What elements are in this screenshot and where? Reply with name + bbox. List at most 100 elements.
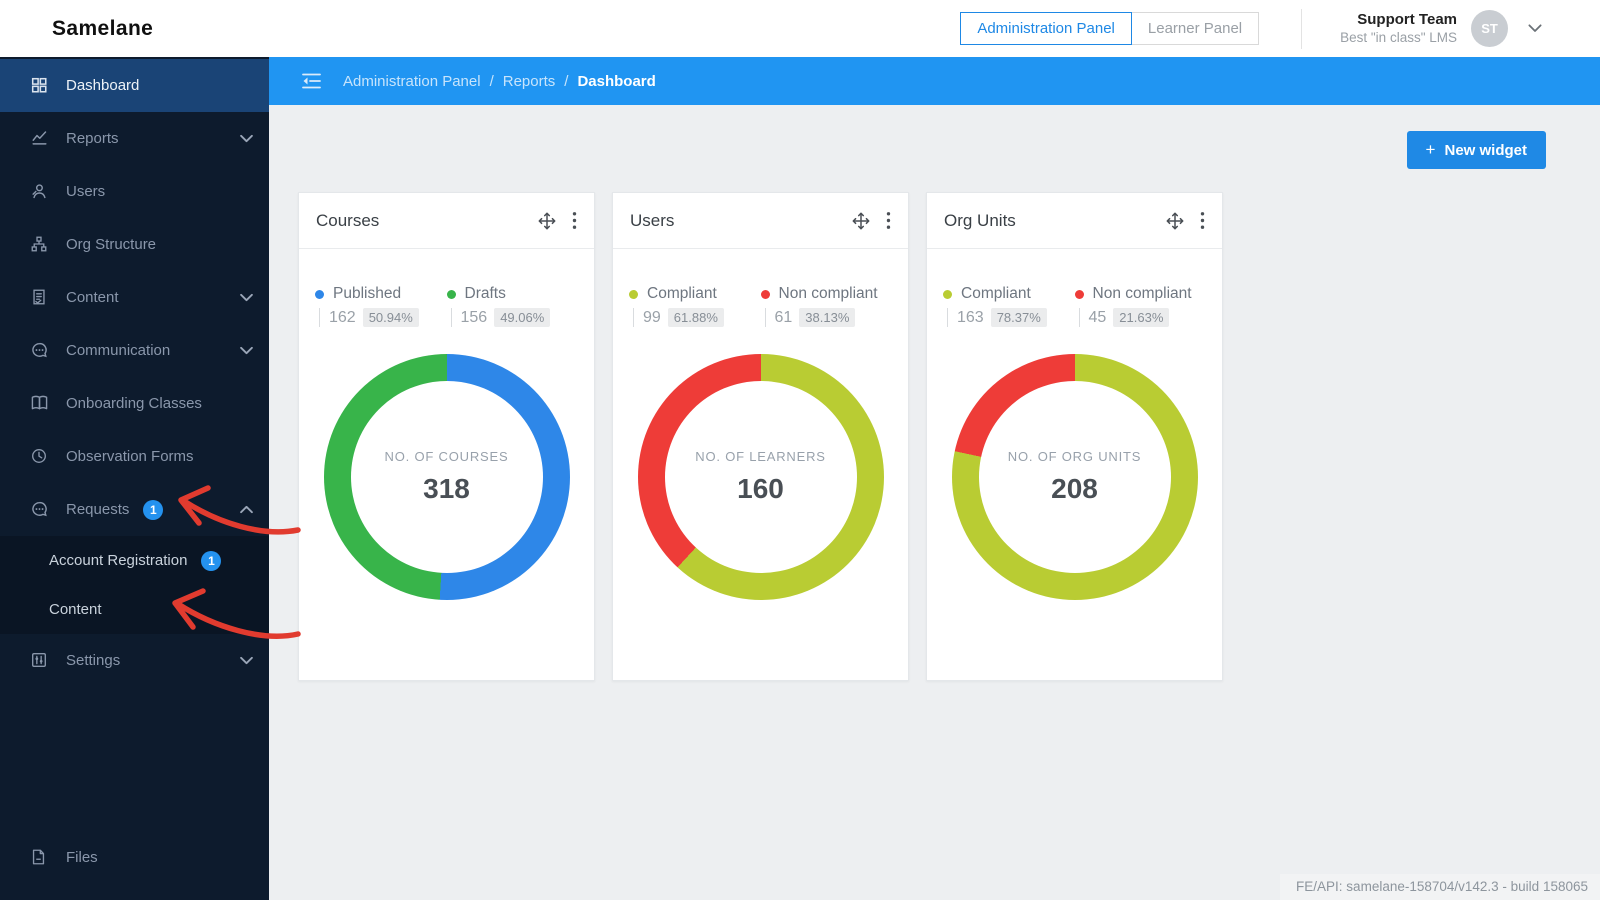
- chat-icon: [30, 341, 50, 361]
- chart-legend: Published 162 50.94% Drafts 156 49.06%: [299, 285, 594, 327]
- legend-label: Published: [333, 285, 402, 302]
- menu-fold-icon[interactable]: [302, 73, 321, 89]
- build-info: FE/API: samelane-158704/v142.3 - build 1…: [1280, 874, 1600, 900]
- dashboard-widgets: Courses Published 162 50.94% Drafts 156 49.06%…: [298, 192, 1223, 681]
- donut-total-value: 160: [737, 473, 784, 504]
- legend-item-compliant: Compliant 163 78.37%: [943, 285, 1075, 327]
- sidebar-item-dashboard[interactable]: Dashboard: [0, 59, 269, 112]
- donut-center-label: NO. OF LEARNERS: [695, 449, 826, 464]
- legend-value: 156: [460, 308, 488, 326]
- chart-icon: [30, 129, 50, 149]
- chevron-down-icon[interactable]: [240, 346, 253, 355]
- sidebar-item-reports[interactable]: Reports: [0, 112, 269, 165]
- document-icon: [30, 288, 50, 308]
- plus-icon: +: [1425, 140, 1436, 159]
- widget-title: Org Units: [944, 210, 1016, 230]
- donut-center: NO. OF ORG UNITS 208: [978, 381, 1171, 573]
- legend-dot-icon: [943, 289, 952, 299]
- breadcrumb-administration-panel[interactable]: Administration Panel: [343, 72, 481, 90]
- sidebar-item-account-registration-sub[interactable]: Account Registration 1: [0, 536, 269, 585]
- sidebar-item-label: Org Structure: [66, 236, 157, 253]
- legend-dot-icon: [629, 289, 638, 299]
- sidebar: Dashboard Reports Users Org Structure Conten…: [0, 57, 269, 900]
- sidebar-item-onboarding-classes[interactable]: Onboarding Classes: [0, 377, 269, 430]
- chart-legend: Compliant 99 61.88% Non compliant 61 38.13%: [613, 285, 908, 327]
- file-icon: [30, 848, 50, 868]
- sidebar-item-label: Observation Forms: [66, 448, 194, 465]
- donut-chart-users: NO. OF LEARNERS 160: [637, 354, 884, 600]
- sidebar-item-label: Users: [66, 183, 106, 200]
- widget-card-users: Users Compliant 99 61.88% Non compliant 61 38.…: [612, 192, 909, 681]
- chevron-down-icon[interactable]: [240, 134, 253, 143]
- header-divider: [1301, 8, 1303, 49]
- sidebar-item-org-structure[interactable]: Org Structure: [0, 218, 269, 271]
- user-name: Support Team: [1357, 11, 1457, 28]
- sidebar-item-label: Requests: [66, 501, 130, 518]
- legend-percent-badge: 21.63%: [1113, 308, 1170, 327]
- legend-percent-badge: 49.06%: [494, 308, 551, 327]
- samelane-logo: Samelane: [52, 16, 154, 40]
- sliders-icon: [30, 651, 50, 671]
- new-widget-button[interactable]: + New widget: [1406, 131, 1546, 169]
- administration-panel-button[interactable]: Administration Panel: [960, 12, 1132, 45]
- legend-percent-badge: 78.37%: [990, 308, 1047, 327]
- legend-label: Compliant: [961, 285, 1031, 302]
- donut-chart-courses: NO. OF COURSES 318: [323, 354, 570, 600]
- legend-label: Drafts: [464, 285, 506, 302]
- main-content: + New widget Courses Published 162 50.94% Dr…: [269, 105, 1600, 900]
- breadcrumb-bar: Administration Panel / Reports / Dashboa…: [269, 57, 1600, 105]
- legend-percent-badge: 61.88%: [667, 308, 724, 327]
- donut-total-value: 208: [1051, 473, 1098, 504]
- kebab-menu-icon[interactable]: [572, 211, 577, 230]
- legend-percent-badge: 50.94%: [362, 308, 419, 327]
- sidebar-item-requests[interactable]: Requests 1: [0, 483, 269, 536]
- sidebar-item-label: Files: [66, 849, 98, 866]
- sidebar-item-users[interactable]: Users: [0, 165, 269, 218]
- breadcrumb-dashboard: Dashboard: [577, 72, 656, 90]
- sidebar-item-files[interactable]: Files: [0, 831, 269, 884]
- chevron-down-icon[interactable]: [240, 293, 253, 302]
- chevron-down-icon[interactable]: [1528, 24, 1542, 33]
- widget-card-courses: Courses Published 162 50.94% Drafts 156 49.06%…: [298, 192, 595, 681]
- user-menu[interactable]: Support Team Best "in class" LMS ST: [1340, 10, 1542, 47]
- legend-item-published: Published 162 50.94%: [315, 285, 447, 327]
- sidebar-item-observation-forms[interactable]: Observation Forms: [0, 430, 269, 483]
- sidebar-item-settings[interactable]: Settings: [0, 634, 269, 687]
- breadcrumb: Administration Panel / Reports / Dashboa…: [343, 73, 656, 90]
- sidebar-item-communication[interactable]: Communication: [0, 324, 269, 377]
- panel-toggle: Administration Panel Learner Panel: [960, 12, 1260, 45]
- legend-dot-icon: [760, 289, 770, 299]
- legend-dot-icon: [315, 289, 324, 299]
- donut-center: NO. OF COURSES 318: [350, 381, 543, 573]
- widget-card-org-units: Org Units Compliant 163 78.37% Non compliant…: [926, 192, 1223, 681]
- kebab-menu-icon[interactable]: [1200, 211, 1205, 230]
- chevron-down-icon[interactable]: [240, 656, 253, 665]
- move-widget-icon[interactable]: [537, 211, 557, 231]
- sidebar-item-label: Account Registration: [49, 552, 188, 569]
- chevron-up-icon[interactable]: [240, 505, 253, 514]
- legend-label: Non compliant: [778, 285, 878, 302]
- donut-chart-org-units: NO. OF ORG UNITS 208: [951, 354, 1198, 600]
- legend-value: 163: [957, 308, 984, 326]
- sidebar-item-label: Dashboard: [66, 77, 140, 94]
- sidebar-item-label: Communication: [66, 342, 171, 359]
- sidebar-item-content-sub[interactable]: Content: [0, 585, 269, 634]
- learner-panel-button[interactable]: Learner Panel: [1130, 12, 1260, 45]
- book-icon: [30, 394, 50, 414]
- breadcrumb-reports[interactable]: Reports: [502, 72, 556, 90]
- sidebar-item-label: Settings: [66, 652, 121, 669]
- legend-value: 45: [1088, 308, 1107, 326]
- legend-item-non-compliant: Non compliant 61 38.13%: [760, 285, 893, 327]
- notification-badge: 1: [143, 499, 164, 520]
- move-widget-icon[interactable]: [1165, 211, 1185, 231]
- legend-item-compliant: Compliant 99 61.88%: [629, 285, 761, 327]
- grid-icon: [30, 76, 50, 96]
- sidebar-item-label: Content: [66, 289, 119, 306]
- legend-dot-icon: [446, 289, 456, 299]
- sidebar-item-label: Reports: [66, 130, 119, 147]
- kebab-menu-icon[interactable]: [886, 211, 891, 230]
- sidebar-item-label: Onboarding Classes: [66, 395, 202, 412]
- legend-item-non-compliant: Non compliant 45 21.63%: [1074, 285, 1207, 327]
- move-widget-icon[interactable]: [851, 211, 871, 231]
- sidebar-item-content[interactable]: Content: [0, 271, 269, 324]
